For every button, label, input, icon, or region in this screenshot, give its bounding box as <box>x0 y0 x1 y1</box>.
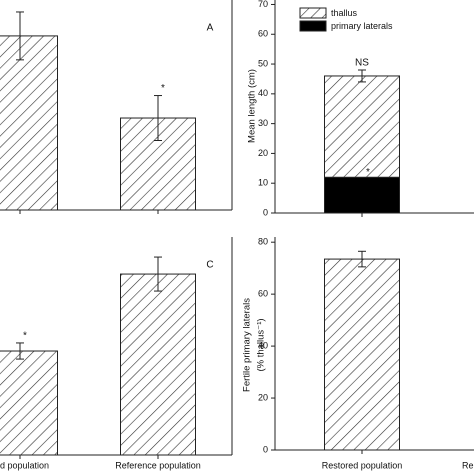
y-tick-label: 60 <box>258 29 268 39</box>
y-tick-label: 20 <box>258 148 268 158</box>
bar <box>324 258 400 451</box>
panel-letter: A <box>207 23 214 34</box>
annotation: NS <box>355 58 369 69</box>
y-tick-label: 60 <box>258 289 268 299</box>
x-tick-label: Reference population <box>115 460 201 470</box>
panel: Restored population Re 0 20 40 60 80 Fertile pr… <box>242 237 474 470</box>
legend-swatch <box>299 20 327 32</box>
x-tick-label: Restored population <box>322 460 403 470</box>
annotation: * <box>366 167 370 178</box>
bar <box>120 273 196 456</box>
y-tick-label: 20 <box>258 392 268 402</box>
panel-letter: C <box>206 260 213 271</box>
y-tick-label: 0 <box>263 207 268 217</box>
bar-segment <box>324 176 400 214</box>
y-axis-label: (% thallus⁻¹) <box>256 318 267 371</box>
panel: A* <box>0 0 233 214</box>
legend-label: primary laterals <box>331 21 393 31</box>
y-tick-label: 80 <box>258 237 268 247</box>
bar <box>0 350 58 456</box>
y-tick-label: 0 <box>263 444 268 454</box>
bar-segment <box>324 75 400 178</box>
y-tick-label: 40 <box>258 340 268 350</box>
legend-swatch <box>299 7 327 19</box>
bar <box>0 35 58 211</box>
y-tick-label: 70 <box>258 0 268 9</box>
legend-label: thallus <box>331 8 358 18</box>
x-tick-label: d population <box>0 460 49 470</box>
y-axis-label: Fertile primary laterals <box>242 298 253 392</box>
annotation: * <box>161 83 165 94</box>
x-tick-label: Re <box>462 460 474 470</box>
panel: d population Reference population C * <box>0 237 233 470</box>
y-axis-label: Mean length (cm) <box>247 69 258 143</box>
y-tick-label: 30 <box>258 118 268 128</box>
annotation: * <box>23 331 27 342</box>
panel: 0 10 20 30 40 50 60 70 Mean length (cm) thallus pr… <box>247 0 474 217</box>
y-tick-label: 10 <box>258 178 268 188</box>
y-tick-label: 50 <box>258 58 268 68</box>
y-tick-label: 40 <box>258 88 268 98</box>
